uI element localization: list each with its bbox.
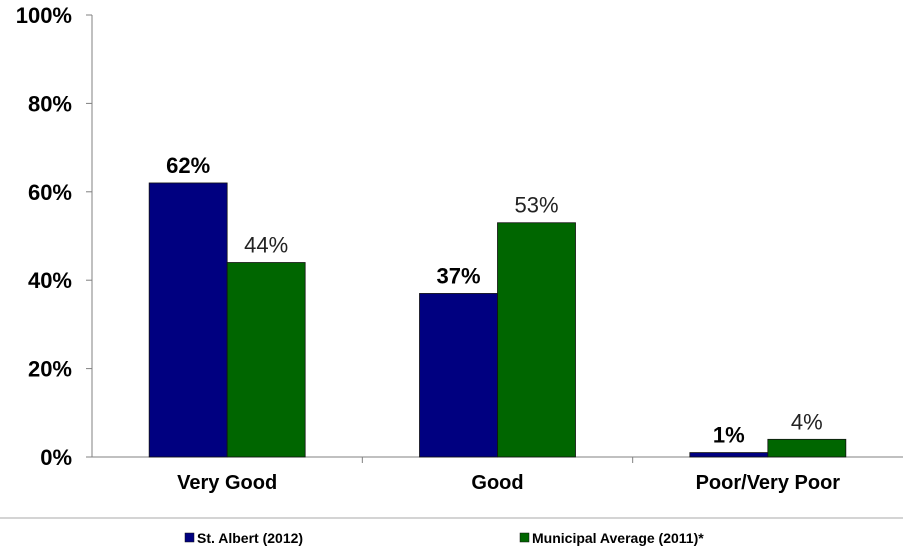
bar-municipal-average bbox=[767, 438, 847, 458]
bar-municipal-average bbox=[226, 262, 306, 458]
legend-label: Municipal Average (2011)* bbox=[532, 530, 704, 546]
legend-label: St. Albert (2012) bbox=[197, 530, 303, 546]
y-tick-label: 100% bbox=[16, 3, 72, 28]
data-label: 4% bbox=[791, 409, 823, 434]
y-tick-label: 40% bbox=[28, 268, 72, 293]
data-label: 53% bbox=[514, 193, 558, 218]
data-label: 62% bbox=[166, 153, 210, 178]
y-tick-label: 80% bbox=[28, 91, 72, 116]
bars bbox=[148, 182, 847, 458]
data-labels: 62% 44% 37% 53% 1% 4% bbox=[166, 153, 823, 448]
data-label: 37% bbox=[436, 263, 480, 288]
y-axis: 0% 20% 40% 60% 80% 100% bbox=[16, 3, 93, 470]
y-tick-label: 0% bbox=[40, 445, 72, 470]
data-label: 1% bbox=[713, 423, 745, 448]
bar-st-albert bbox=[419, 293, 498, 458]
bar-st-albert bbox=[689, 452, 769, 458]
x-axis: Very Good Good Poor/Very Poor bbox=[92, 456, 903, 494]
x-tick-label: Very Good bbox=[177, 472, 277, 494]
x-tick-label: Good bbox=[471, 472, 523, 494]
bar-st-albert bbox=[148, 182, 228, 458]
legend: St. Albert (2012) Municipal Average (2011… bbox=[184, 530, 704, 546]
y-tick-label: 60% bbox=[28, 180, 72, 205]
bar-municipal-average bbox=[497, 222, 576, 458]
x-tick-label: Poor/Very Poor bbox=[696, 472, 841, 494]
data-label: 44% bbox=[244, 233, 288, 258]
y-tick-label: 20% bbox=[28, 357, 72, 382]
legend-swatch bbox=[184, 532, 195, 543]
legend-swatch bbox=[519, 532, 530, 543]
